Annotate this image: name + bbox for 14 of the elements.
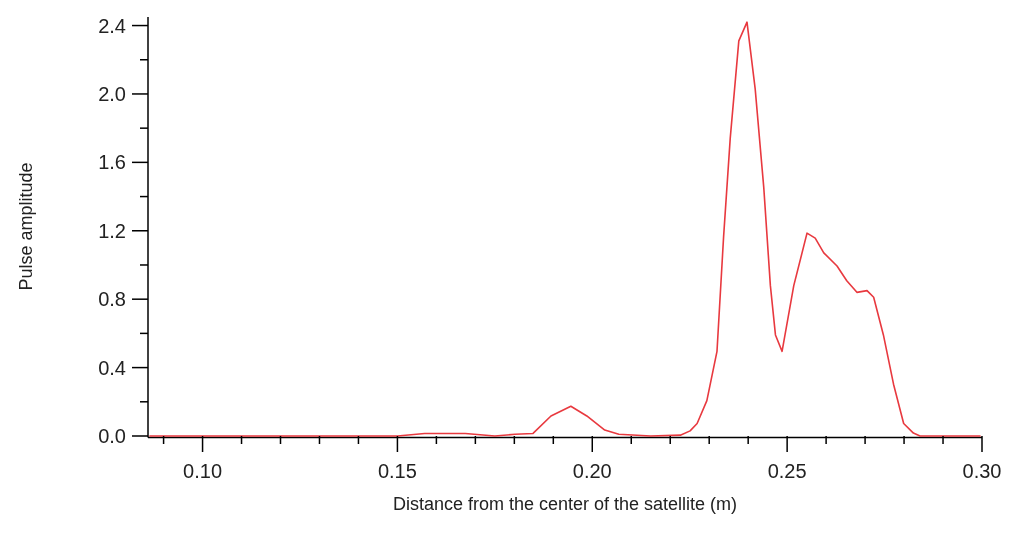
x-tick-label: 0.20 [572,460,612,482]
y-tick-label: 0.0 [98,425,126,447]
y-tick-label: 2.0 [98,82,126,105]
y-axis-title: Pulse amplitude [16,162,36,291]
y-tick-label: 2.4 [98,14,126,37]
x-tick-label: 0.25 [767,460,807,482]
x-tick-label: 0.15 [377,460,417,482]
x-axis-title: Distance from the center of the satellite (m) [392,494,738,514]
y-tick-label: 1.6 [98,151,126,174]
y-tick-label: 0.4 [98,356,126,379]
x-tick-label: 0.10 [183,460,223,482]
y-tick-label: 1.2 [98,219,126,242]
x-tick-label: 0.30 [962,460,1002,482]
y-tick-label: 0.8 [98,288,126,311]
